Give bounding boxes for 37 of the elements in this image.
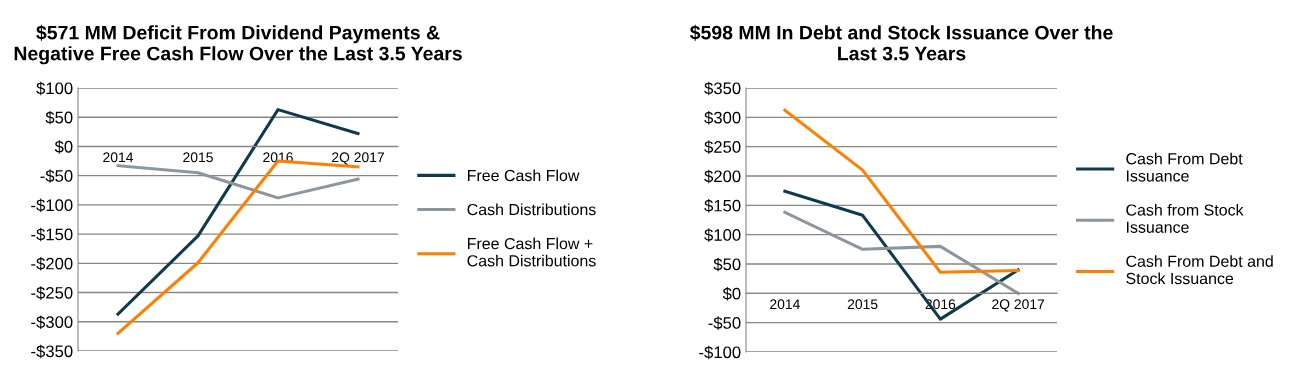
y-tick-label: $100 [36,81,73,96]
line-series [783,210,1020,295]
y-tick-label: $0 [722,287,741,301]
chart-title: $598 MM In Debt and Stock Issuance Over the Last 3.5 Years [689,24,1113,61]
y-tick-label: -$50 [40,169,73,183]
line-series [116,164,360,200]
x-tick-label: 2Q 2017 [332,152,384,165]
y-tick-label: -$50 [708,316,741,330]
legend-label: Cash Distributions [467,203,596,216]
y-tick-label: -$300 [31,315,73,329]
legend-label: Cash from Stock Issuance [1126,203,1244,233]
y-tick-label: $250 [704,140,741,154]
y-tick-label: $150 [704,199,741,213]
chart-title: $571 MM Deficit From Dividend Payments & Negative Free Cash Flow Over the Last 3.5 Years [14,24,462,65]
legend-label: Free Cash Flow + Cash Distributions [467,237,596,267]
y-tick-label: $50 [713,257,741,272]
x-tick-label: 2015 [183,152,213,163]
y-tick-label: -$200 [31,257,73,271]
y-tick-label: -$250 [31,286,73,300]
x-tick-label: 2014 [103,152,134,163]
y-tick-label: $350 [704,81,741,96]
line-series [783,108,1020,274]
y-tick-label: -$150 [31,227,73,242]
y-tick-label: $0 [54,140,73,154]
y-tick-label: $100 [704,228,741,242]
legend-label: Cash From Debt Issuance [1126,152,1243,182]
y-tick-label: -$100 [31,198,73,213]
y-tick-label: $200 [704,169,741,184]
x-tick-label: 2Q 2017 [992,299,1045,312]
y-tick-label: -$350 [31,344,73,359]
x-tick-label: 2015 [847,299,878,310]
y-tick-label: -$100 [699,345,741,360]
y-tick-label: $300 [704,111,741,125]
legend-label: Free Cash Flow [468,169,580,182]
legend-label: Cash From Debt and Stock Issuance [1126,255,1273,285]
y-tick-label: $50 [45,110,73,125]
x-tick-label: 2014 [770,299,800,310]
